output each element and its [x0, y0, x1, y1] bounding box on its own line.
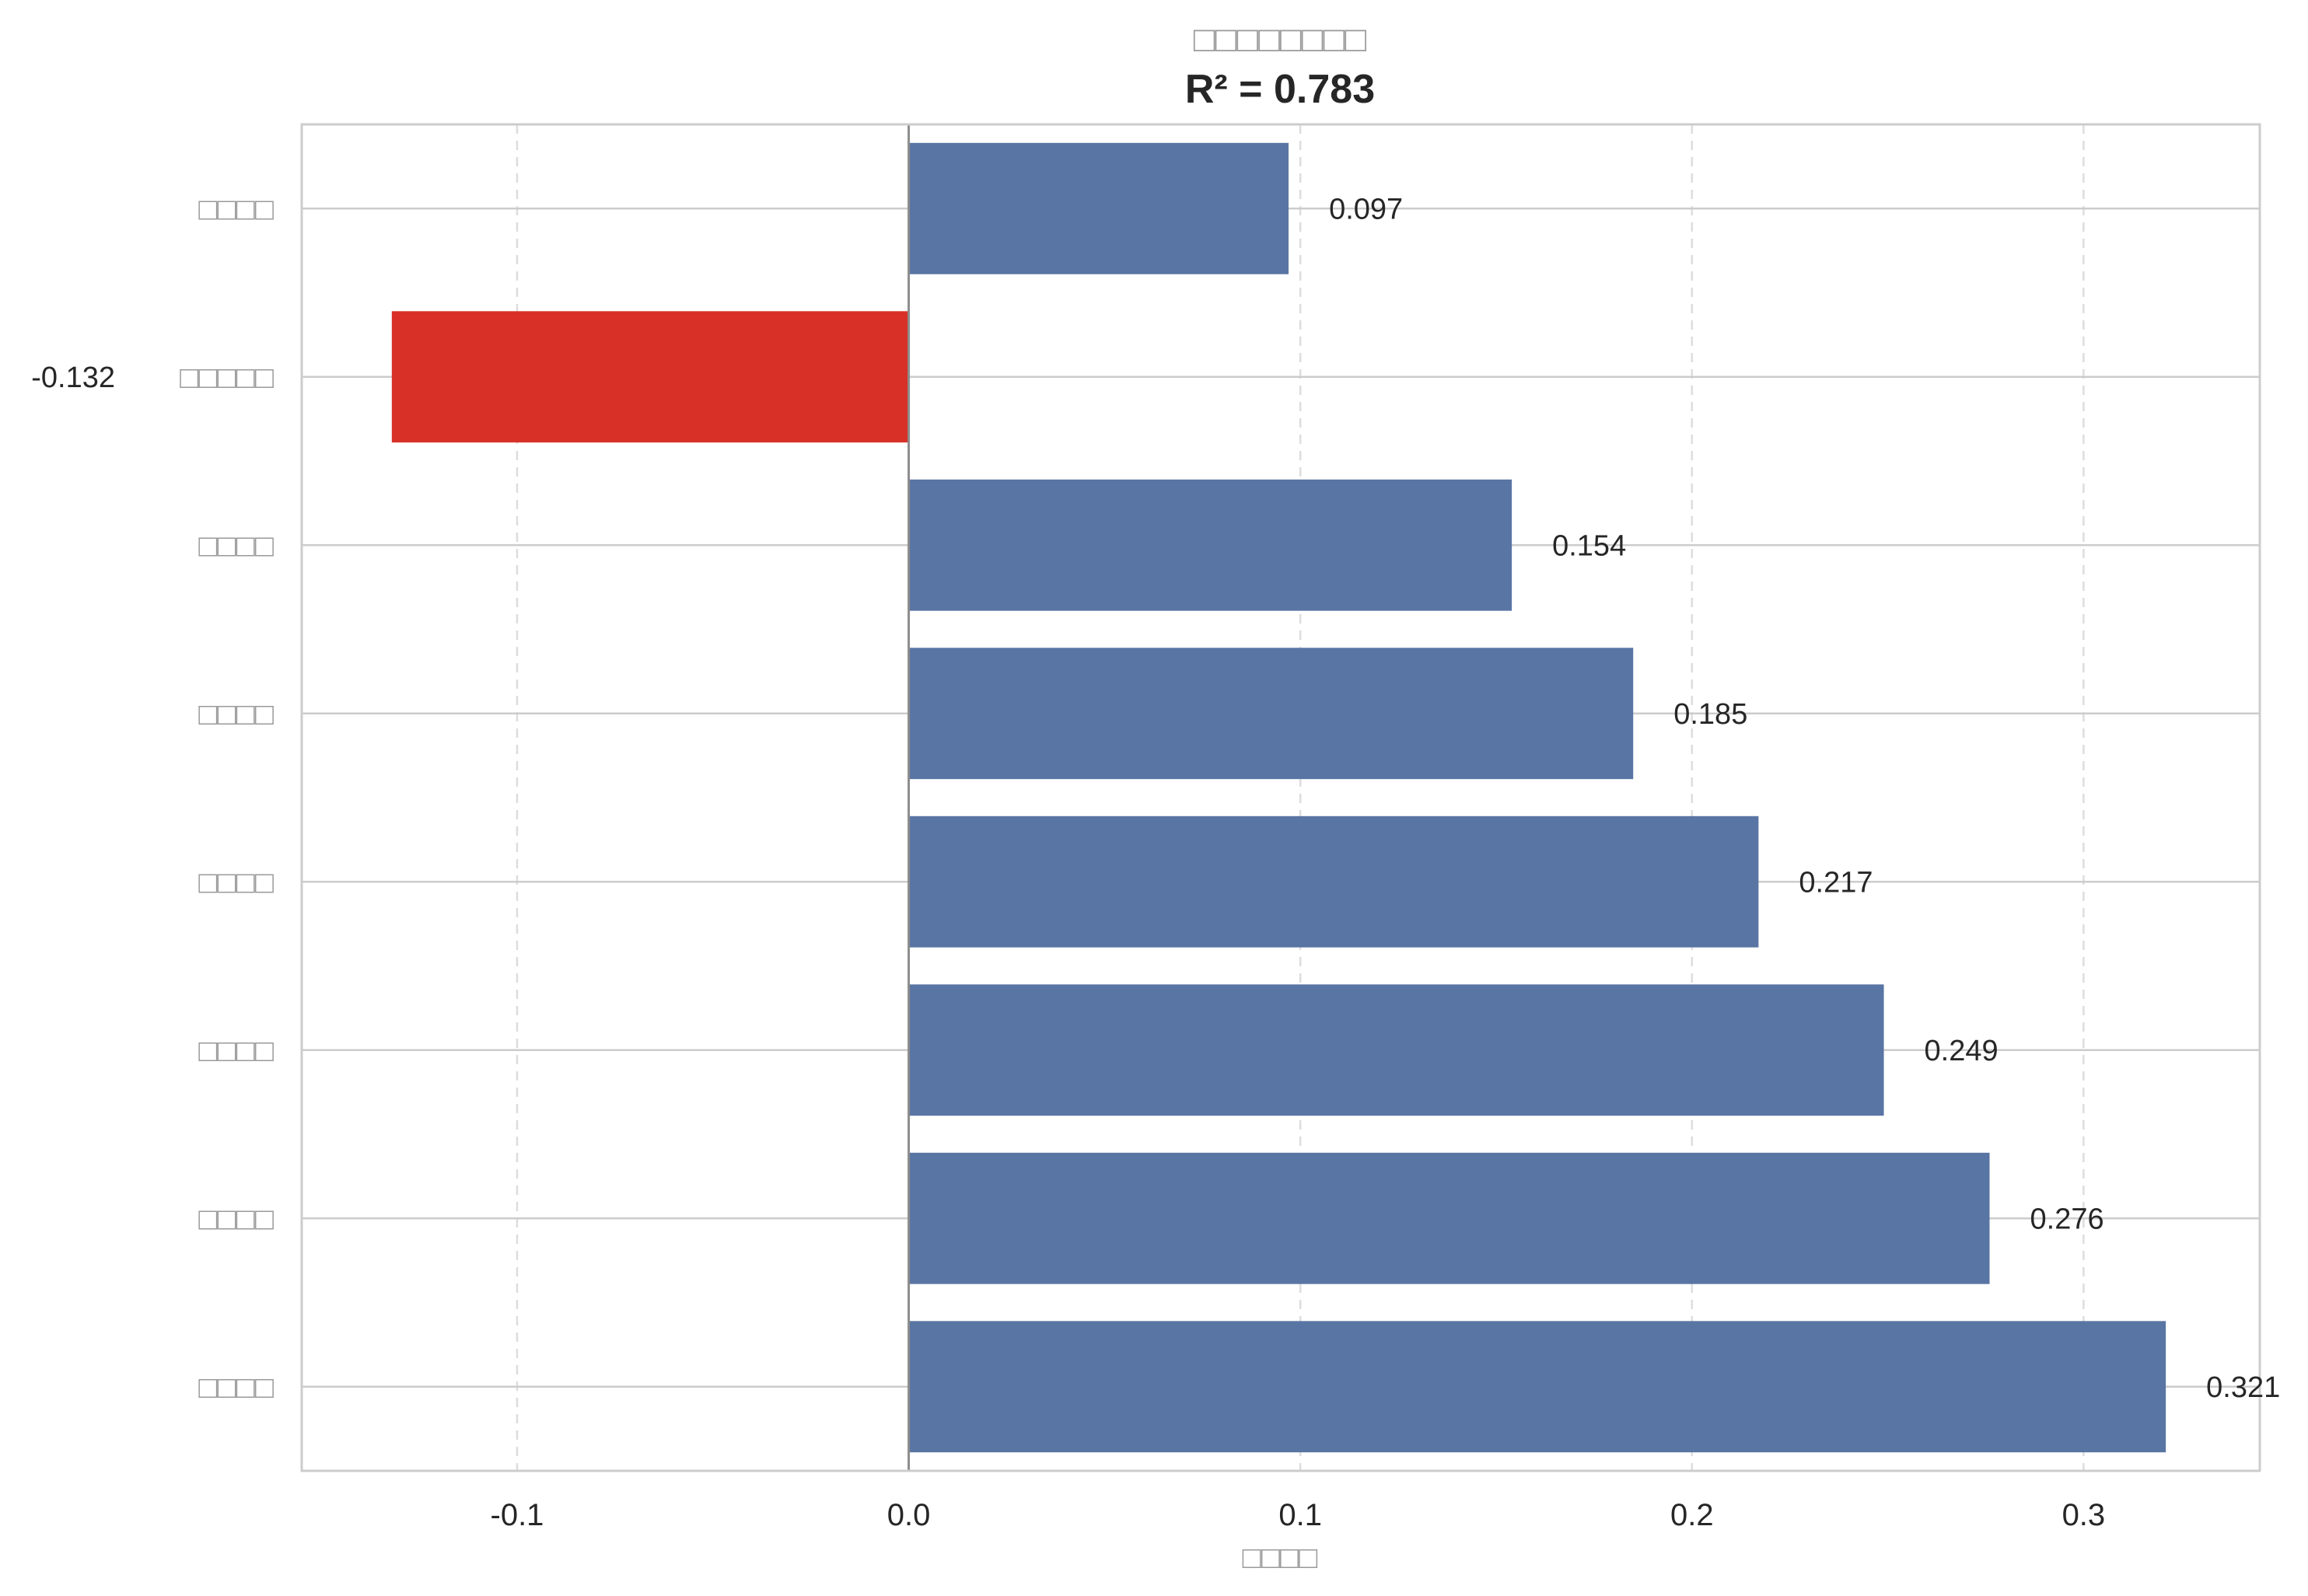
x-tick-label: 0.2 [1670, 1498, 1714, 1532]
y-tick-label: □□□□ [198, 865, 274, 899]
x-tick-label: -0.1 [491, 1498, 544, 1532]
y-tick-label: □□□□ [198, 697, 274, 732]
bar [908, 1321, 2166, 1453]
bar [908, 984, 1884, 1116]
value-label: -0.132 [31, 361, 115, 394]
bar [908, 479, 1512, 611]
y-tick-label: □□□□ [198, 529, 274, 563]
value-label: 0.154 [1552, 529, 1626, 562]
chart-title: □□□□□□□□ [1194, 19, 1366, 59]
y-tick-label: □□□□□ [180, 361, 274, 395]
value-label: 0.097 [1329, 193, 1403, 225]
bars [391, 142, 2166, 1453]
value-label: 0.185 [1673, 698, 1747, 731]
bar [908, 142, 1289, 274]
value-label: 0.321 [2206, 1371, 2280, 1404]
y-tick-label: □□□□ [198, 192, 274, 226]
bar [908, 648, 1634, 780]
y-tick-label: □□□□ [198, 1202, 274, 1236]
bar [908, 815, 1759, 948]
value-label: 0.249 [1925, 1035, 1999, 1067]
value-label: 0.217 [1799, 866, 1873, 899]
chart-subtitle: R² = 0.783 [1185, 67, 1375, 112]
x-tick-label: 0.3 [2062, 1498, 2106, 1532]
x-axis-label: □□□□ [1243, 1541, 1318, 1575]
x-tick-labels: -0.1 0.0 0.1 0.2 0.3 [491, 1498, 2106, 1532]
y-tick-label: □□□□ [198, 1371, 274, 1405]
bar [391, 311, 909, 443]
x-tick-label: 0.1 [1278, 1498, 1322, 1532]
plot-frame [300, 123, 2261, 1472]
y-tick-label: □□□□ [198, 1034, 274, 1068]
x-tick-label: 0.0 [887, 1498, 931, 1532]
bar [908, 1152, 1990, 1284]
value-labels: 0.097 -0.132 0.154 0.185 0.217 0.249 0.276 0.32… [31, 193, 2280, 1404]
y-tick-labels: □□□□□□□□□□□□□□□□□□□□□□□□□□□□□□□□□ [180, 192, 274, 1405]
value-label: 0.276 [2030, 1203, 2104, 1235]
